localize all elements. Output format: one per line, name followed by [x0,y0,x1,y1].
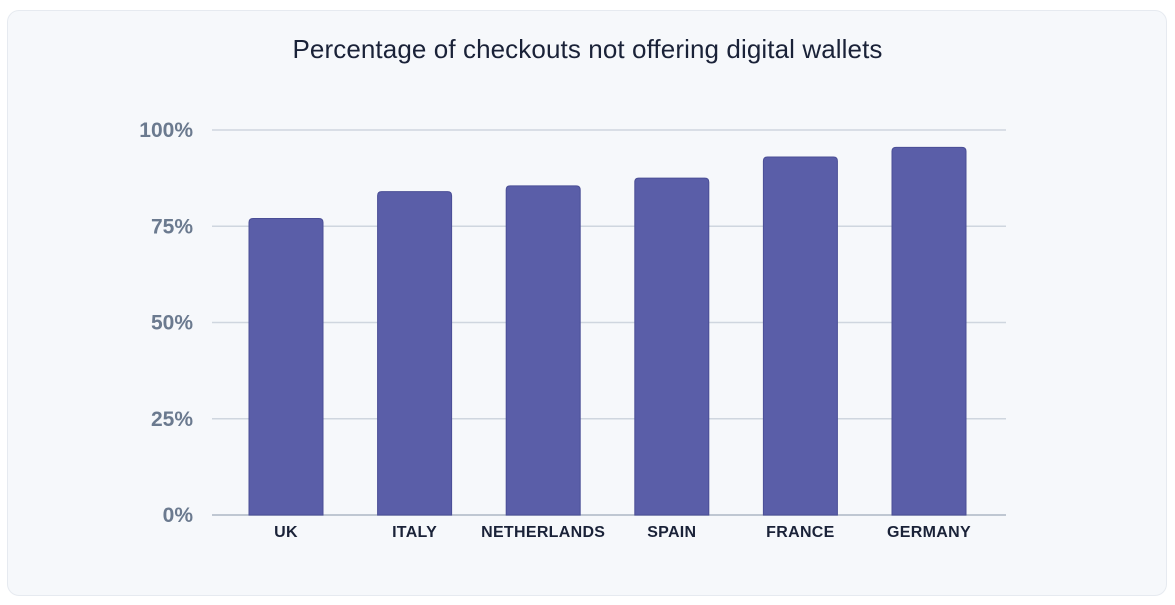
x-tick-label: ITALY [392,524,437,541]
x-tick-label: FRANCE [766,524,834,541]
chart-title: Percentage of checkouts not offering dig… [292,34,883,64]
bars [248,146,967,516]
bar-germany [891,146,967,516]
bar-france [762,156,838,516]
x-axis-ticks: UK ITALY NETHERLANDS SPAIN FRANCE GERMANY [274,524,971,541]
y-axis-ticks: 0% 25% 50% 75% 100% [139,119,193,527]
bar-uk [248,218,324,516]
bar-italy [377,191,453,516]
x-tick-label: GERMANY [887,524,971,541]
y-tick-label: 25% [151,408,193,431]
x-tick-label: UK [274,524,298,541]
y-tick-label: 0% [163,504,194,527]
y-tick-label: 100% [139,119,193,142]
x-tick-label: SPAIN [647,524,696,541]
chart-card [7,10,1167,596]
y-tick-label: 75% [151,215,193,238]
gridlines [212,129,1006,516]
bar-spain [634,177,710,516]
bar-netherlands [505,185,581,516]
x-tick-label: NETHERLANDS [481,524,605,541]
y-tick-label: 50% [151,312,193,335]
